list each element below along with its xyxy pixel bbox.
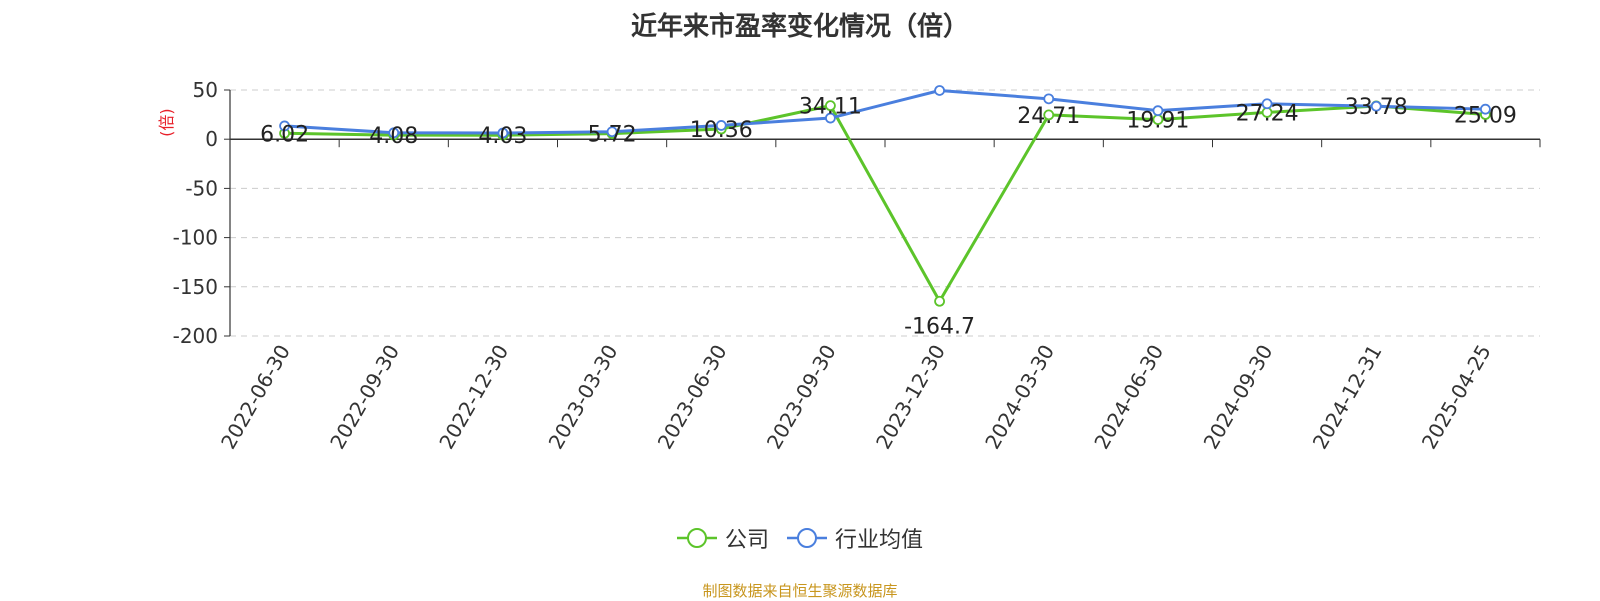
industry-avg-point [825,112,836,124]
legend-marker-company [676,528,717,548]
x-tick-label: 2024-09-30 [1199,341,1278,454]
data-label: 6.02 [260,122,309,147]
x-tick-label: 2024-06-30 [1089,341,1168,454]
legend-label-industry-avg: 行业均值 [835,528,924,553]
company-point [825,100,836,112]
y-tick-label: -100 [173,226,218,250]
x-tick-label: 2022-09-30 [325,341,404,454]
y-tick-label: -200 [173,324,218,348]
industry-avg-point [1370,100,1382,112]
legend-label-company: 公司 [724,528,769,553]
x-tick-label: 2023-03-30 [544,341,623,454]
x-tick-label: 2022-06-30 [216,341,295,454]
y-tick-label: -150 [173,275,218,299]
company-point [934,295,945,307]
company-line [284,104,1486,303]
data-label: 4.08 [369,124,418,149]
y-tick-label: -50 [185,176,218,200]
x-tick-label: 2023-06-30 [653,341,732,454]
industry-avg-point [1261,98,1273,110]
data-label: 25.09 [1454,104,1517,129]
legend-item-company[interactable]: 公司 [676,522,769,554]
x-tick-label: 2023-09-30 [762,341,841,454]
data-label: 19.91 [1126,109,1189,134]
industry-avg-point [934,85,945,96]
company-point [1043,109,1055,121]
y-tick-label: 50 [193,78,218,102]
industry-avg-point [279,120,290,132]
data-label: -164.7 [904,314,975,339]
industry-avg-point [1480,103,1491,115]
data-label: 10.36 [690,118,753,143]
chart-title: 近年来市盈率变化情况（倍） [630,12,969,42]
industry-avg-point [388,127,400,139]
legend-marker-industry-avg [787,528,827,548]
legend-item-industry-avg[interactable]: 行业均值 [787,522,923,554]
data-label: 27.24 [1236,101,1299,126]
y-tick-label: 0 [205,127,218,151]
industry-avg-point [1152,105,1164,117]
data-label: 33.78 [1345,95,1408,120]
industry-avg-point [1043,93,1055,105]
industry-avg-point [715,120,727,131]
x-tick-label: 2024-12-31 [1308,341,1387,454]
x-tick-label: 2025-04-25 [1417,341,1496,454]
industry-avg-point [606,126,618,138]
y-axis-label: (倍) [157,108,176,137]
industry-avg-line [284,88,1486,135]
data-label: 24.71 [1017,104,1080,129]
industry-avg-point [497,127,509,139]
data-source-note: 制图数据来自恒生聚源数据库 [702,582,898,600]
data-label: 4.03 [478,124,527,149]
data-label: 5.72 [588,123,637,148]
legend: 公司 行业均值 [0,522,1600,554]
x-tick-label: 2022-12-30 [434,341,513,454]
x-tick-label: 2024-03-30 [980,341,1059,454]
x-tick-label: 2023-12-30 [871,341,950,454]
data-label: 34.11 [799,95,862,120]
